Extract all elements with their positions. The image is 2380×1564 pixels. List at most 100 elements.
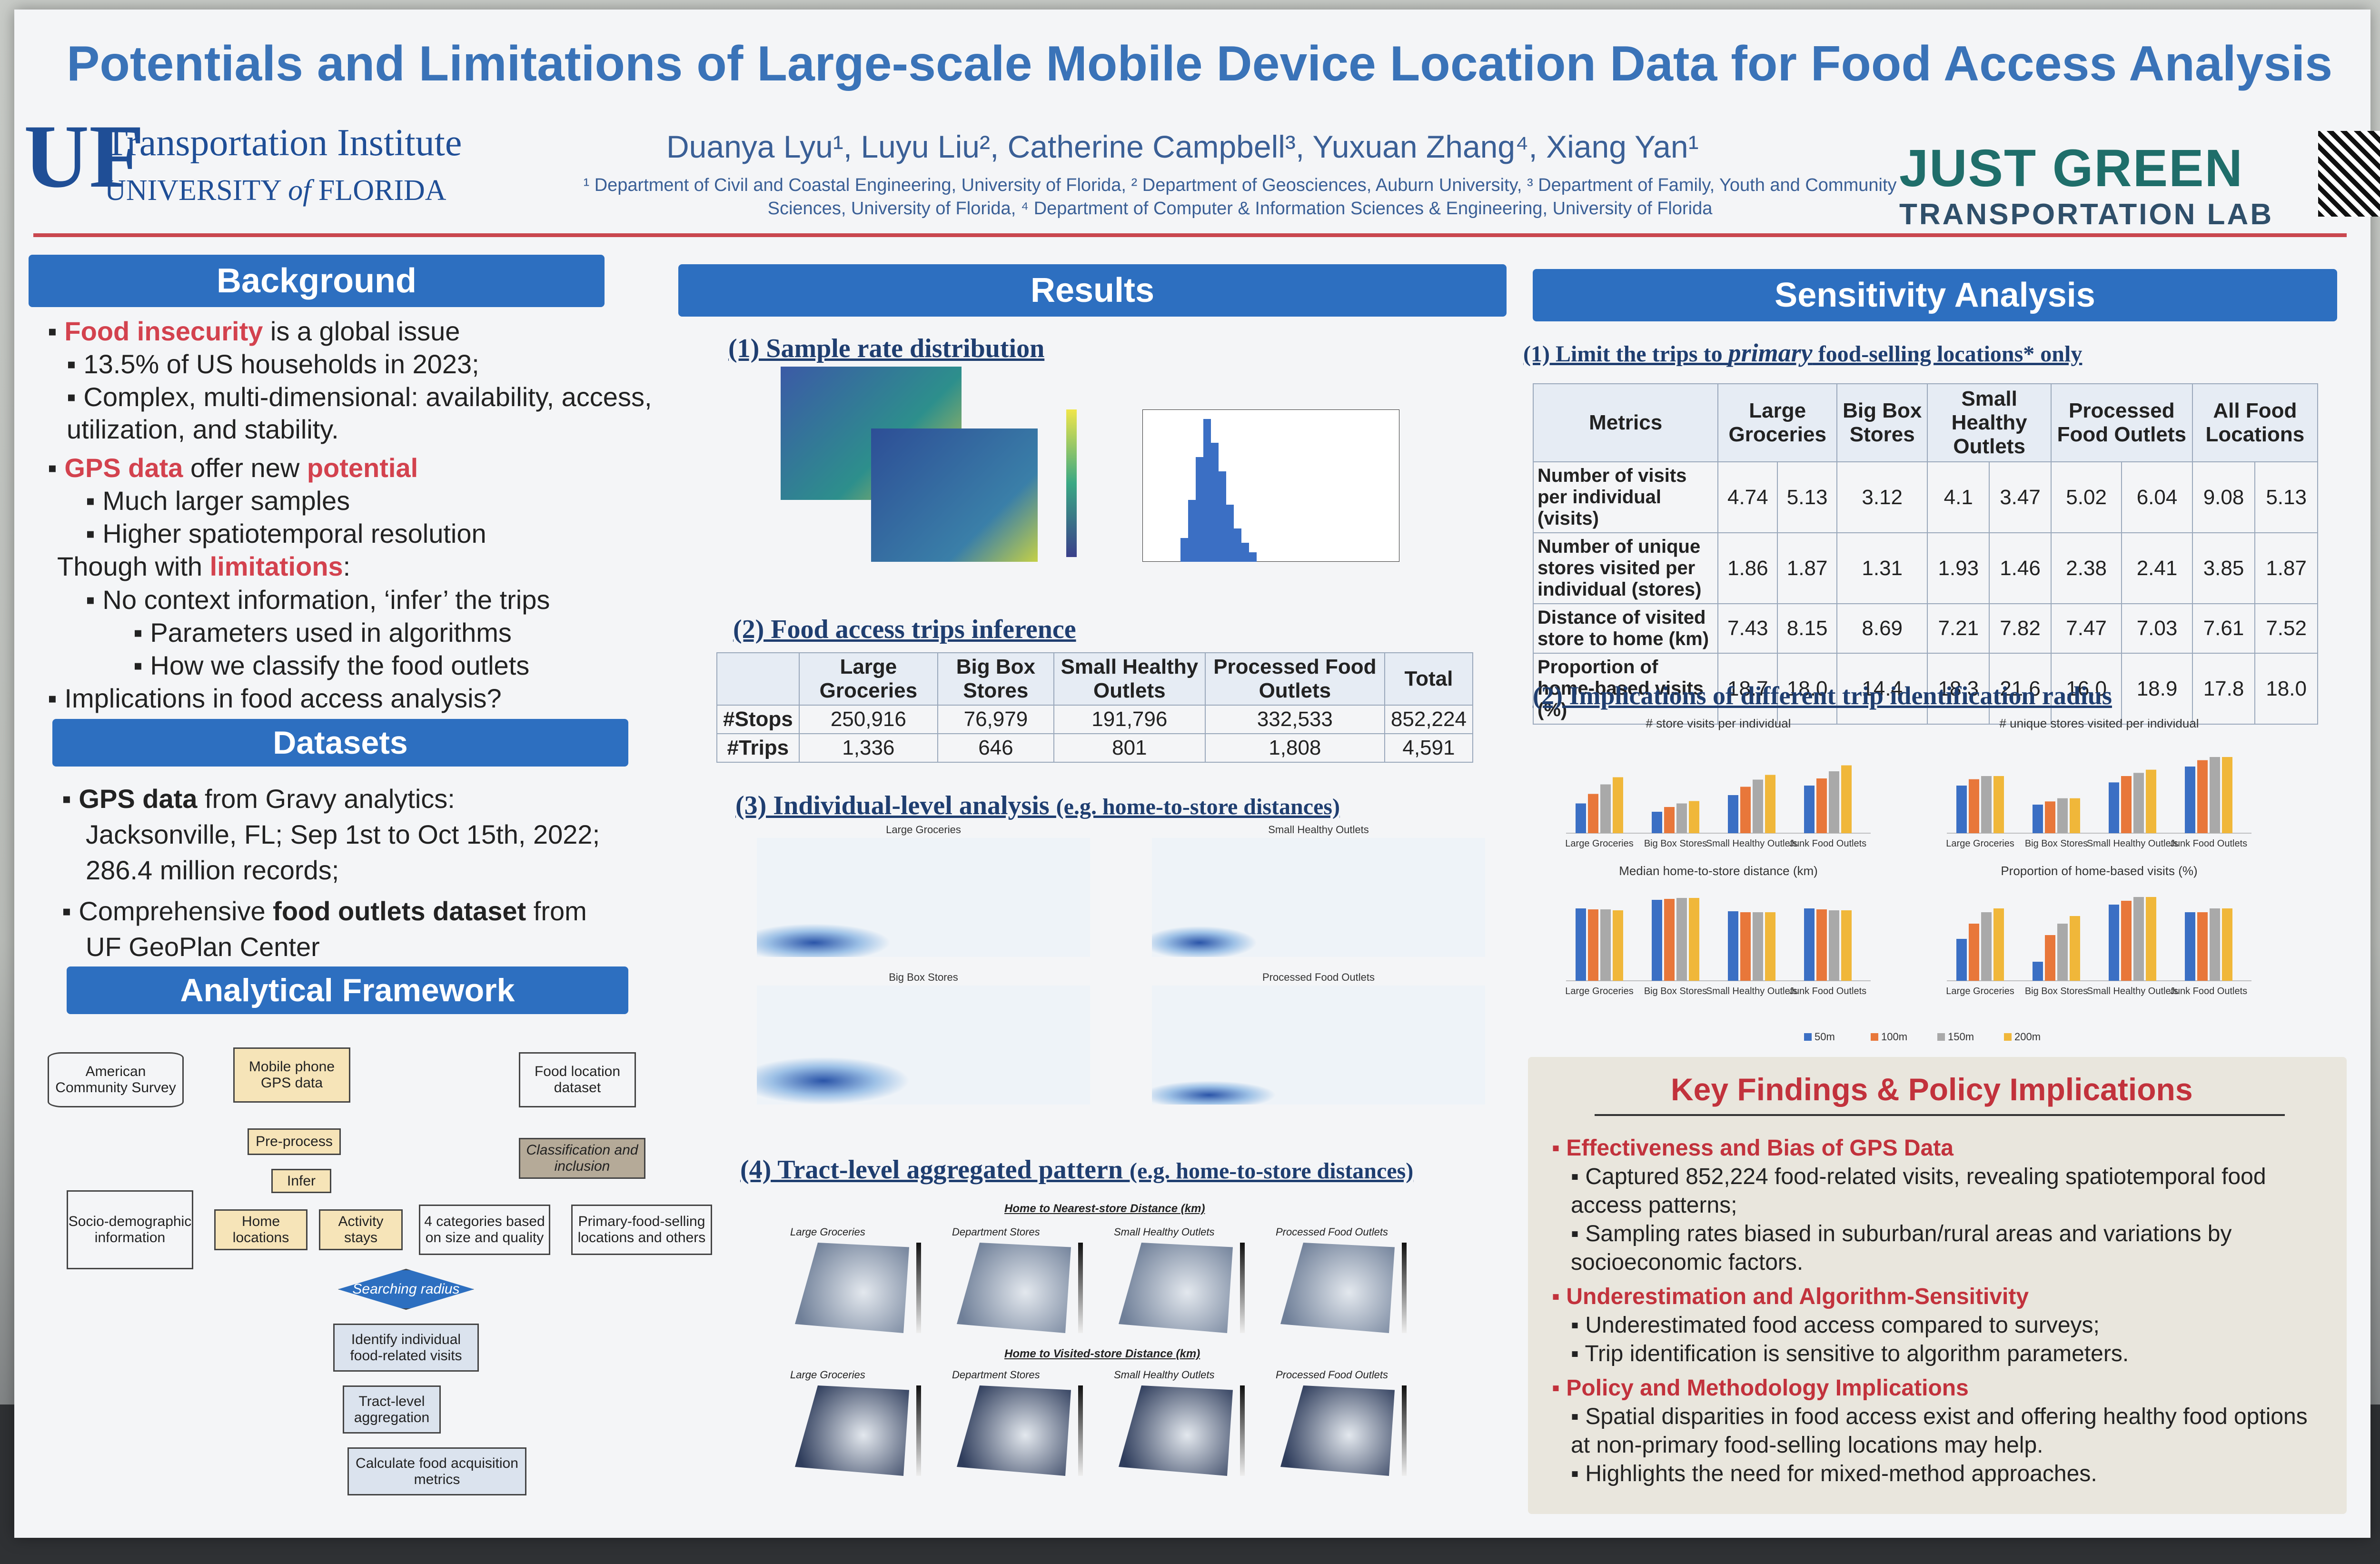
chart-title: # store visits per individual [1646, 719, 1791, 730]
chart-title: # unique stores visited per individual [1999, 719, 2199, 730]
trip-table-header: Processed Food Outlets [1204, 652, 1385, 706]
preprocess-node: Pre-process [248, 1128, 341, 1155]
sensitivity-sub1: (1) Limit the trips to primary food-sell… [1523, 339, 2082, 367]
key-findings-divider [1595, 1114, 2285, 1116]
table-cell: 7.82 [1989, 603, 2052, 654]
bar [1676, 898, 1687, 981]
table-cell: 191,796 [1053, 705, 1206, 734]
bar [1576, 908, 1586, 981]
legend-label: 150m [1948, 1031, 1974, 1043]
affiliations: ¹ Department of Civil and Coastal Engine… [583, 175, 1897, 219]
tract-map-label: Large Groceries [790, 1369, 865, 1381]
bar [1664, 899, 1675, 981]
bar [1600, 784, 1611, 833]
tract-map [795, 1385, 909, 1476]
category-label: Big Box Stores [1644, 838, 1707, 849]
table-cell: Proportion of home-based visits (%) [1532, 653, 1719, 725]
sensitivity-table-header: All Food Locations [2192, 383, 2319, 462]
chart-title: Proportion of home-based visits (%) [2001, 864, 2197, 878]
tract-map-label: Processed Food Outlets [1276, 1226, 1388, 1238]
kde-panel-processed: Processed Food Outlets [1152, 971, 1485, 1105]
tract-map-label: Processed Food Outlets [1276, 1369, 1388, 1381]
bar [1816, 778, 1827, 833]
table-cell: 1.87 [2254, 532, 2318, 604]
trip-table-header [716, 652, 800, 706]
table-cell: 17.8 [2192, 653, 2256, 725]
table-cell: 21.6 [1989, 653, 2052, 725]
table-cell: 1.31 [1836, 532, 1928, 604]
background-text: ▪ Food insecurity is a global issue ▪ 13… [48, 316, 652, 714]
table-cell: 8.69 [1836, 603, 1928, 654]
sensitivity-table-header: Processed Food Outlets [2050, 383, 2193, 462]
table-cell: #Trips [716, 733, 800, 763]
table-cell: 852,224 [1384, 705, 1474, 734]
tract-map [1280, 1243, 1395, 1333]
table-cell: 6.04 [2121, 461, 2193, 533]
bar [2045, 801, 2055, 833]
tract-map-label: Small Healthy Outlets [1114, 1226, 1215, 1238]
bar [1613, 910, 1623, 981]
bar [2121, 901, 2132, 981]
bar [1753, 779, 1763, 833]
bar [2146, 769, 2156, 833]
bar [1740, 912, 1751, 981]
legend-label: 100m [1881, 1031, 1907, 1043]
bar [2185, 767, 2195, 833]
table-cell: 16.0 [2050, 653, 2122, 725]
bar [2197, 760, 2208, 833]
sample-rate-histogram [1142, 409, 1399, 562]
table-cell: 332,533 [1204, 705, 1385, 734]
sensitivity-table-header: Big Box Stores [1836, 383, 1928, 462]
tract-map [1119, 1243, 1233, 1333]
bar [2185, 912, 2195, 981]
tract-map [957, 1243, 1071, 1333]
bar [1728, 911, 1738, 981]
tract-map [1119, 1385, 1233, 1476]
trip-table-header: Small Healthy Outlets [1053, 652, 1206, 706]
table-cell: 4.1 [1927, 461, 1990, 533]
tract-map-label: Large Groceries [790, 1226, 865, 1238]
kde-panel-big-box: Big Box Stores [757, 971, 1090, 1105]
table-cell: 14.4 [1836, 653, 1928, 725]
table-cell: 9.08 [2192, 461, 2256, 533]
tract-map [1280, 1385, 1395, 1476]
table-cell: 18.0 [1777, 653, 1838, 725]
qr-code [2318, 131, 2380, 217]
category-label: Large Groceries [1946, 838, 2014, 849]
tract-colorbar [1240, 1385, 1245, 1476]
table-cell: 3.47 [1989, 461, 2052, 533]
legend-swatch [1804, 1033, 1812, 1041]
sensitivity-table-header: Small Healthy Outlets [1927, 383, 2052, 462]
table-cell: 646 [937, 733, 1054, 763]
table-cell: 18.0 [2254, 653, 2318, 725]
trip-table-header: Total [1384, 652, 1474, 706]
background-heading: Background [29, 255, 605, 307]
bar [1753, 912, 1763, 981]
radius-node: Searching radius [338, 1269, 474, 1310]
results-sub3: (3) Individual-level analysis (e.g. home… [735, 791, 1340, 820]
bar [1829, 771, 1839, 833]
datasets-text: ▪ GPS data from Gravy analytics: Jackson… [62, 784, 600, 962]
table-cell: 2.41 [2121, 532, 2193, 604]
bar [2133, 897, 2144, 981]
table-row: Number of unique stores visited per indi… [1532, 532, 2318, 604]
sensitivity-sub2: (2) Implications of different trip ident… [1533, 681, 2112, 710]
legend-label: 50m [1815, 1031, 1835, 1043]
table-cell: 7.43 [1717, 603, 1778, 654]
category-label: Small Healthy Outlets [2087, 986, 2178, 996]
tract-map-label: Department Stores [952, 1226, 1040, 1238]
table-cell: 250,916 [798, 705, 939, 734]
category-label: Large Groceries [1565, 986, 1633, 996]
tract-colorbar [1078, 1243, 1083, 1333]
bar [2121, 776, 2132, 833]
legend-swatch [1871, 1033, 1878, 1041]
sensitivity-table-header: Metrics [1532, 383, 1719, 462]
table-row: #Stops 250,916 76,979 191,796 332,533 852,224 [716, 705, 1474, 734]
bar [1969, 779, 1979, 833]
bar [1804, 908, 1815, 981]
header-divider [33, 233, 2347, 237]
bar [1689, 801, 1699, 833]
bar [1765, 912, 1775, 981]
category-label: Junk Food Outlets [2170, 838, 2247, 849]
category-label: Big Box Stores [2025, 838, 2088, 849]
